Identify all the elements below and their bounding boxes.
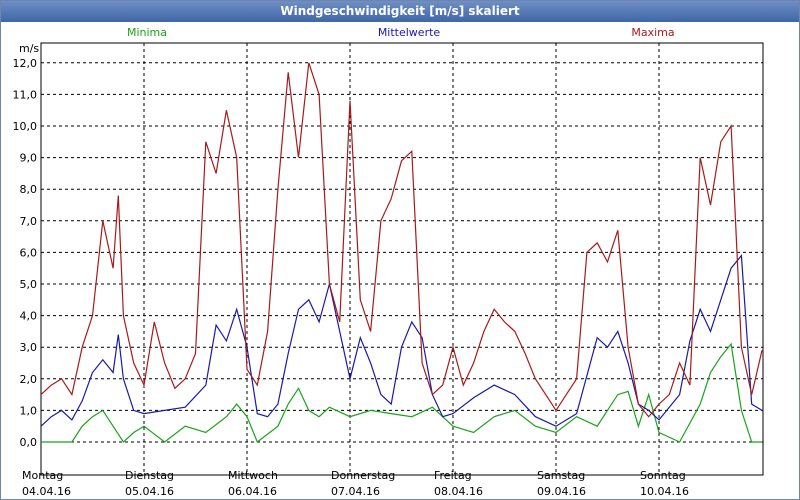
y-tick-label: 1,0: [20, 404, 38, 417]
y-tick-label: 6,0: [20, 246, 38, 259]
legend-mittelwerte: Mittelwerte: [378, 26, 441, 39]
y-tick-label: 5,0: [20, 278, 38, 291]
legend-minima: Minima: [127, 26, 167, 39]
axes: 0,0 1,0 2,0 3,0 4,0 5,0 6,0 7,0 8,0 9,0 10,0 11,0 12…: [13, 42, 689, 498]
x-tick-day: Sonntag: [640, 469, 686, 482]
wind-speed-chart: 0,0 1,0 2,0 3,0 4,0 5,0 6,0 7,0 8,0 9,0 10,0 11,0 12…: [13, 26, 764, 498]
x-tick-day: Dienstag: [125, 469, 174, 482]
y-tick-label: 2,0: [20, 373, 38, 386]
y-tick-label: 3,0: [20, 341, 38, 354]
x-tick-date: 05.04.16: [125, 485, 174, 498]
x-tick-date: 07.04.16: [331, 485, 380, 498]
grid: [41, 43, 763, 475]
y-tick-label: 4,0: [20, 310, 38, 323]
x-tick-day: Samstag: [537, 469, 585, 482]
x-tick-date: 10.04.16: [640, 485, 689, 498]
x-tick-date: 09.04.16: [537, 485, 586, 498]
series-lines: [40, 62, 763, 443]
y-tick-label: 0,0: [20, 436, 38, 449]
x-tick-day: Montag: [22, 469, 63, 482]
x-tick-day: Freitag: [434, 469, 472, 482]
x-tick-date: 06.04.16: [228, 485, 277, 498]
y-tick-label: 7,0: [20, 215, 38, 228]
y-tick-label: 12,0: [13, 57, 38, 70]
window-title: Windgeschwindigkeit [m/s] skaliert: [1, 1, 799, 22]
legend-maxima: Maxima: [631, 26, 674, 39]
x-tick-date: 04.04.16: [22, 485, 71, 498]
x-tick-day: Mittwoch: [228, 469, 278, 482]
y-axis-label: m/s: [19, 42, 39, 55]
plot-area: [40, 42, 764, 476]
legend: Minima Mittelwerte Maxima: [127, 26, 675, 39]
y-tick-label: 8,0: [20, 183, 38, 196]
y-tick-label: 10,0: [13, 120, 38, 133]
x-tick-date: 08.04.16: [434, 485, 483, 498]
x-tick-day: Donnerstag: [331, 469, 395, 482]
series-line-maxima: [40, 62, 763, 418]
series-line-mittelwerte: [40, 254, 763, 427]
y-tick-label: 9,0: [20, 152, 38, 165]
series-line-minima: [41, 342, 762, 443]
y-tick-label: 11,0: [13, 88, 38, 101]
